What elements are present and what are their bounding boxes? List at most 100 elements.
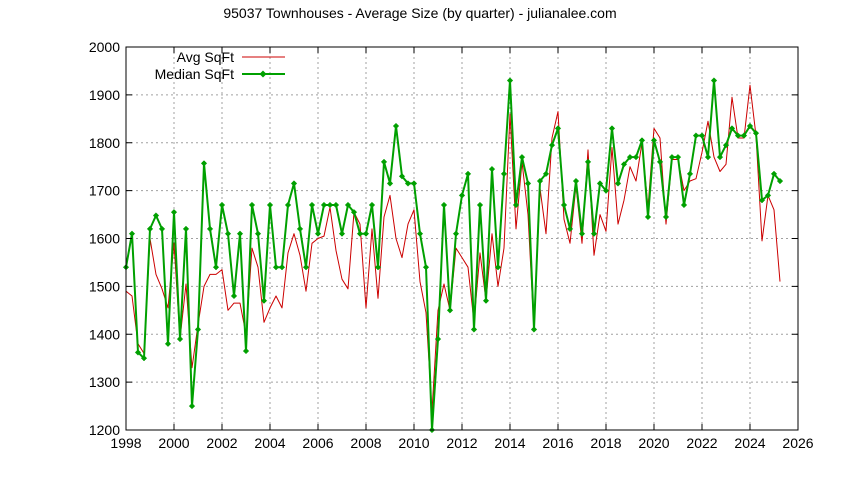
x-tick-label: 2006 — [302, 435, 333, 451]
y-tick-label: 1800 — [89, 135, 120, 151]
data-point-median-sqft — [302, 264, 310, 271]
data-point-median-sqft — [638, 137, 646, 144]
data-point-median-sqft — [260, 297, 268, 304]
data-point-median-sqft — [170, 209, 178, 216]
data-point-median-sqft — [476, 201, 484, 209]
axis-ticks: 1998 2000 2002 2004 2006 2008 2010 2012 2014 2016… — [89, 39, 814, 451]
data-point-median-sqft — [392, 122, 400, 130]
data-point-median-sqft — [560, 201, 568, 209]
data-point-median-sqft — [242, 347, 250, 355]
data-point-median-sqft — [188, 402, 196, 410]
data-point-median-sqft — [134, 349, 142, 356]
data-point-median-sqft — [380, 158, 388, 166]
data-point-median-sqft — [572, 177, 580, 185]
data-point-median-sqft — [470, 326, 478, 333]
data-point-median-sqft — [434, 335, 442, 343]
data-point-median-sqft — [728, 125, 736, 132]
legend-marker-median — [259, 70, 267, 78]
y-tick-label: 1500 — [89, 278, 120, 294]
data-point-median-sqft — [344, 201, 352, 209]
series-line-median-sqft — [125, 79, 781, 431]
x-tick-label: 2016 — [542, 435, 573, 451]
data-point-median-sqft — [620, 161, 628, 168]
data-point-median-sqft — [542, 170, 550, 178]
data-point-median-sqft — [662, 213, 670, 221]
data-point-median-sqft — [404, 180, 412, 187]
x-tick-label: 2018 — [590, 435, 621, 451]
data-point-median-sqft — [374, 264, 382, 271]
chart-title: 95037 Townhouses - Average Size (by quar… — [223, 5, 616, 21]
data-point-median-sqft — [422, 264, 430, 271]
data-point-median-sqft — [368, 201, 376, 209]
data-point-median-sqft — [278, 264, 286, 271]
data-point-median-sqft — [296, 225, 304, 233]
data-point-median-sqft — [200, 160, 208, 167]
data-point-median-sqft — [482, 297, 490, 304]
data-point-median-sqft — [314, 230, 322, 237]
y-tick-label: 2000 — [89, 39, 120, 55]
data-point-median-sqft — [146, 225, 154, 233]
data-point-median-sqft — [746, 122, 754, 130]
data-point-median-sqft — [176, 335, 184, 343]
x-tick-label: 2022 — [686, 435, 717, 451]
data-point-median-sqft — [698, 132, 706, 139]
y-tick-label: 1700 — [89, 183, 120, 199]
data-point-median-sqft — [338, 230, 346, 237]
gridlines — [126, 47, 798, 430]
data-point-median-sqft — [194, 326, 202, 333]
data-point-median-sqft — [752, 130, 760, 137]
data-point-median-sqft — [740, 132, 748, 139]
y-tick-label: 1200 — [89, 422, 120, 438]
data-point-median-sqft — [416, 230, 424, 237]
x-tick-label: 2024 — [734, 435, 765, 451]
data-point-median-sqft — [632, 153, 640, 161]
data-point-median-sqft — [680, 201, 688, 209]
data-point-median-sqft — [608, 125, 616, 132]
data-point-median-sqft — [464, 170, 472, 178]
data-point-median-sqft — [254, 230, 262, 237]
data-point-median-sqft — [518, 153, 526, 161]
y-tick-label: 1400 — [89, 326, 120, 342]
x-tick-label: 2020 — [638, 435, 669, 451]
series-line-avg-sqft — [125, 84, 781, 412]
data-point-median-sqft — [710, 77, 718, 84]
data-point-median-sqft — [506, 77, 514, 84]
data-point-median-sqft — [554, 125, 562, 132]
data-point-median-sqft — [446, 307, 454, 314]
x-tick-label: 1998 — [110, 435, 141, 451]
data-point-median-sqft — [536, 177, 544, 185]
data-point-median-sqft — [140, 355, 148, 362]
data-point-median-sqft — [764, 192, 772, 199]
data-point-median-sqft — [326, 201, 334, 209]
data-point-median-sqft — [644, 213, 652, 221]
data-point-median-sqft — [272, 264, 280, 271]
data-point-median-sqft — [524, 180, 532, 187]
data-point-median-sqft — [164, 340, 172, 347]
data-point-median-sqft — [440, 201, 448, 209]
x-tick-label: 2010 — [398, 435, 429, 451]
legend-label-median: Median SqFt — [155, 66, 234, 82]
x-tick-label: 2014 — [494, 435, 525, 451]
data-point-median-sqft — [656, 158, 664, 166]
data-point-median-sqft — [614, 180, 622, 187]
data-point-median-sqft — [182, 225, 190, 233]
data-point-median-sqft — [704, 153, 712, 161]
y-tick-label: 1600 — [89, 231, 120, 247]
x-tick-label: 2008 — [350, 435, 381, 451]
data-point-median-sqft — [362, 230, 370, 237]
legend-label-avg: Avg SqFt — [177, 49, 234, 65]
x-tick-label: 2012 — [446, 435, 477, 451]
data-point-median-sqft — [284, 201, 292, 209]
data-point-median-sqft — [512, 201, 520, 209]
data-point-median-sqft — [530, 326, 538, 333]
data-point-median-sqft — [410, 180, 418, 187]
data-point-median-sqft — [266, 201, 274, 209]
data-point-median-sqft — [248, 201, 256, 209]
data-point-median-sqft — [236, 230, 244, 237]
data-point-median-sqft — [308, 201, 316, 209]
data-point-median-sqft — [716, 153, 724, 161]
data-point-median-sqft — [488, 165, 496, 173]
data-point-median-sqft — [350, 209, 358, 216]
data-point-median-sqft — [674, 153, 682, 161]
legend: Avg SqFt Median SqFt — [155, 49, 285, 82]
